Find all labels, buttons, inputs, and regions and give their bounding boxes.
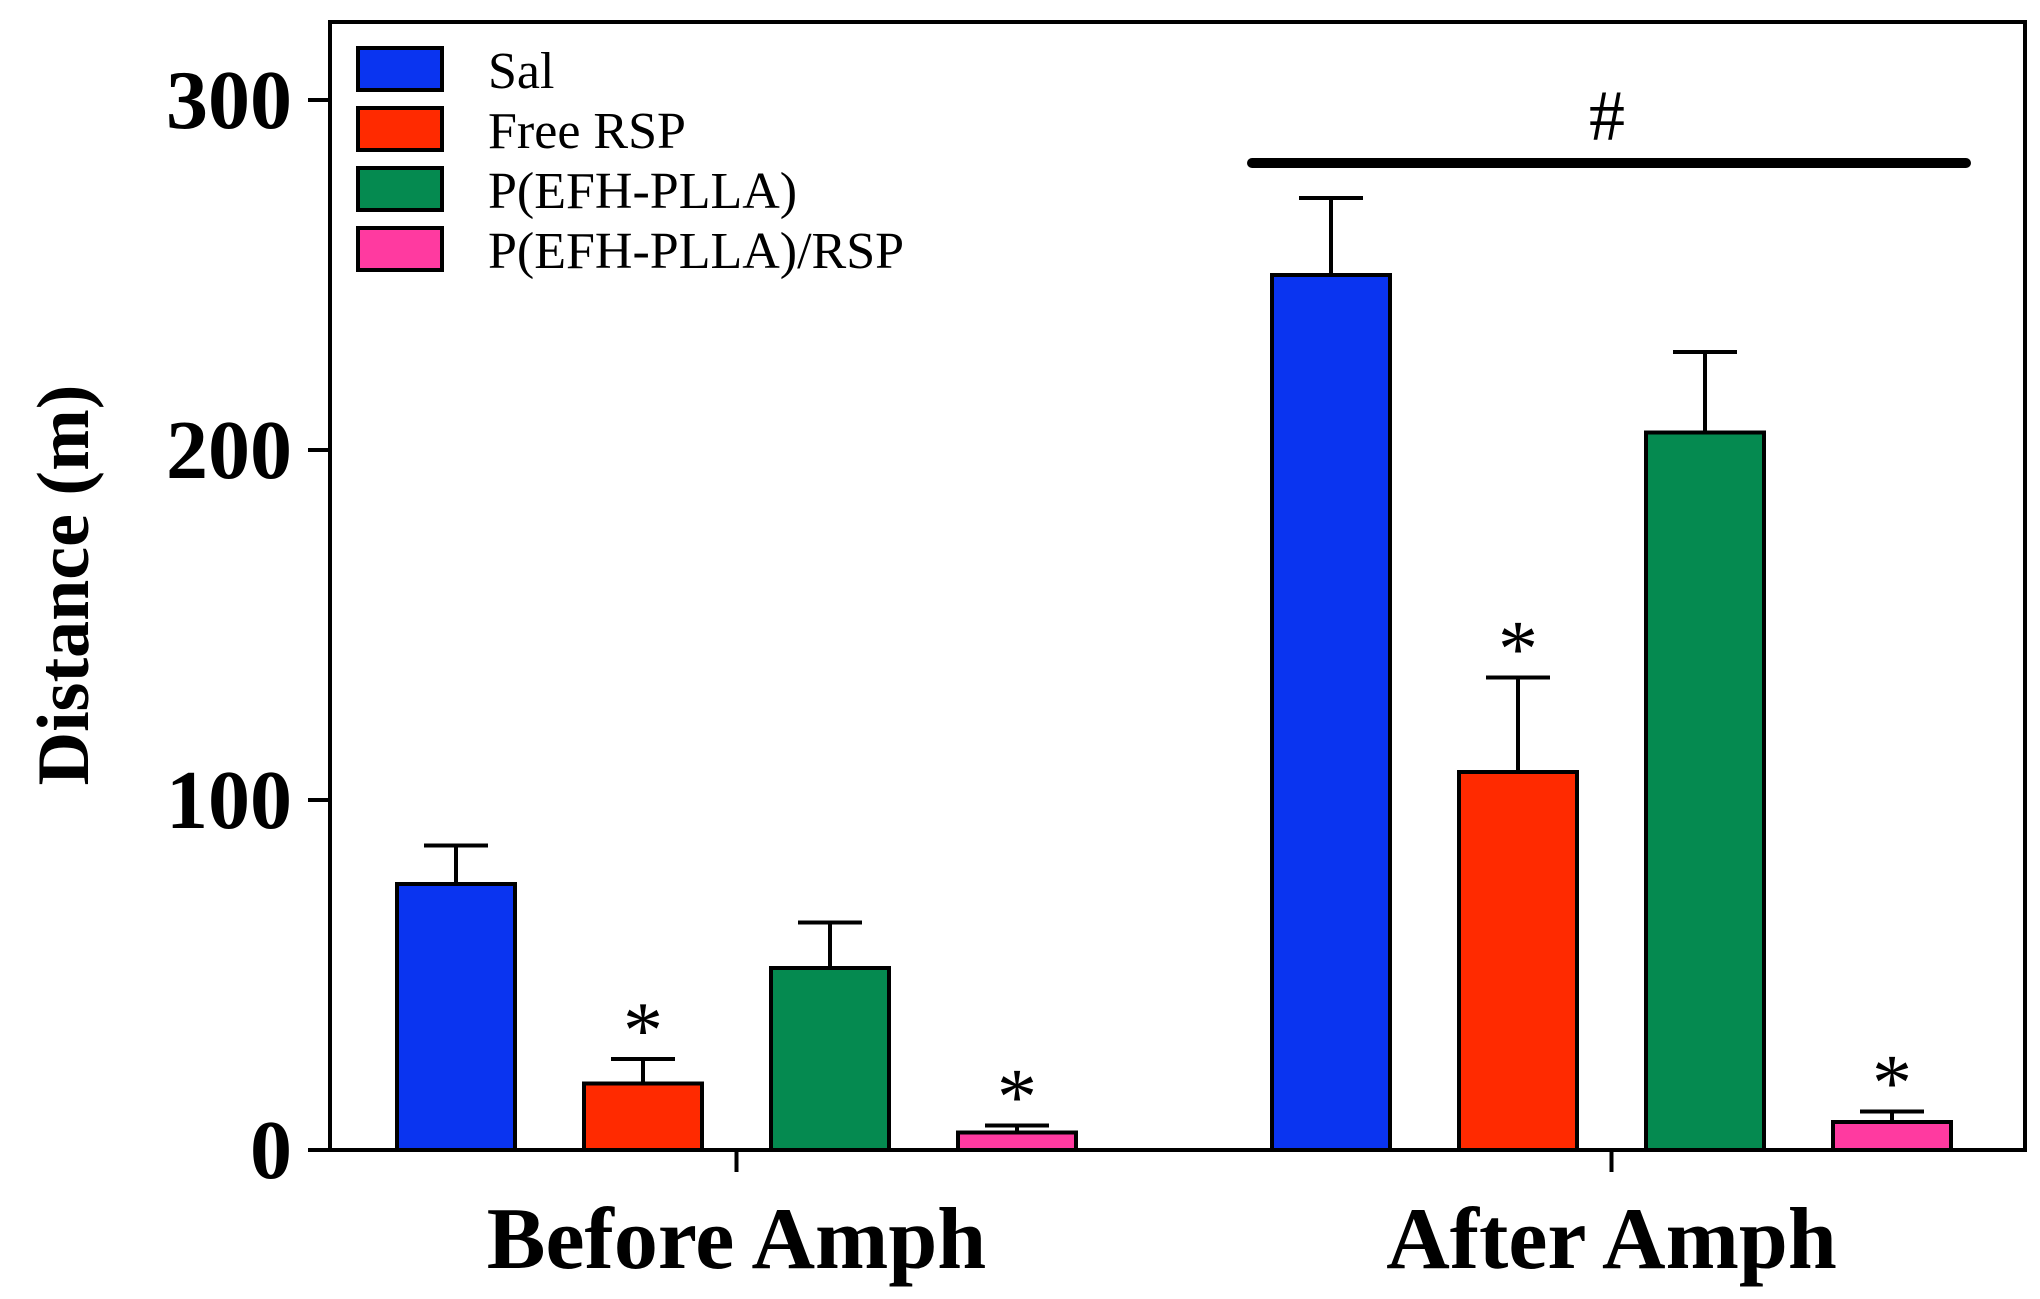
legend-swatch (356, 46, 444, 92)
bars (395, 196, 1953, 1152)
significance-marker: * (1872, 1040, 1912, 1128)
legend-swatch (356, 106, 444, 152)
y-tick-label: 300 (166, 54, 292, 147)
x-category-label: After Amph (1386, 1191, 1837, 1288)
y-tick-label: 200 (166, 404, 292, 497)
bar[interactable] (769, 966, 891, 1152)
bar[interactable] (395, 882, 517, 1152)
y-tick-label: 100 (166, 754, 292, 847)
labels: Distance (m)**Before Amph**After Amph# (23, 76, 1971, 1288)
legend-swatch (356, 166, 444, 212)
legend-label: Free RSP (488, 103, 686, 160)
legend-label: Sal (488, 43, 554, 100)
y-axis-title: Distance (m) (23, 385, 105, 786)
legend-swatch (356, 226, 444, 272)
legend-label: P(EFH-PLLA)/RSP (488, 223, 904, 280)
axes: 0 100 200 300 (166, 20, 2027, 1197)
significance-marker: * (997, 1054, 1037, 1142)
x-category-label: Before Amph (487, 1191, 986, 1288)
bar[interactable] (582, 1081, 704, 1152)
bar[interactable] (1457, 770, 1579, 1152)
bar[interactable] (1644, 430, 1766, 1152)
bar[interactable] (1270, 273, 1392, 1152)
y-tick-label: 0 (250, 1104, 292, 1197)
significance-marker: * (1498, 606, 1538, 694)
legend-label: P(EFH-PLLA) (488, 163, 797, 220)
significance-marker: * (623, 987, 663, 1075)
plot-frame (328, 20, 2027, 1152)
annotation-label: # (1589, 76, 1625, 156)
